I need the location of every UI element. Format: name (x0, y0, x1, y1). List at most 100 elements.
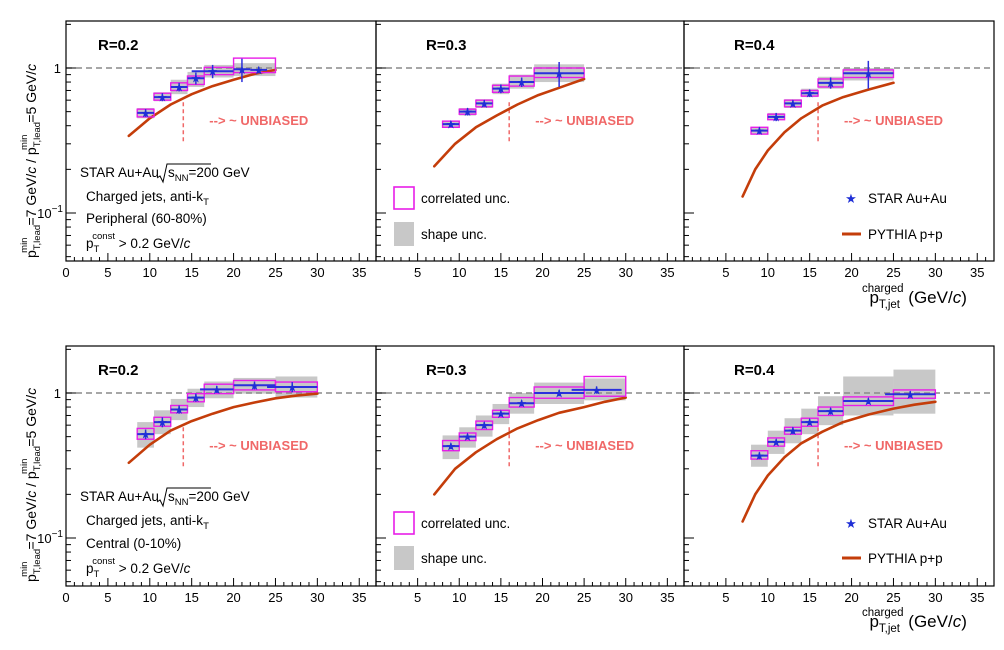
x-tick-label: 10 (761, 265, 775, 280)
panel-peripheral-2: ★ ★ ★ ★ ★ ★ 5 10 15 20 25 30 35 R=0.3 --> ~ UNBIASED (375, 20, 685, 280)
panel-central-2: ★ ★ ★ ★ ★ ★ ★ 5 10 15 20 25 30 35 R=0.3 --> ~ UNBIASED (375, 345, 685, 605)
unbiased-label: --> ~ UNBIASED (209, 438, 308, 453)
jet-radius-label: R=0.2 (98, 362, 138, 379)
plot-area: ★ ★ ★ ★ ★ ★ ★ (66, 57, 376, 144)
x-tick-label: 15 (802, 590, 816, 605)
y-tick-label: 10−1 (37, 204, 63, 221)
x-tick-label: 30 (310, 265, 324, 280)
legend-shape-swatch (394, 222, 414, 246)
panel-frame (375, 20, 685, 262)
x-axis-title: pT,jetcharged (GeV/c) (862, 607, 967, 635)
legend-star-marker: ★ (845, 191, 857, 206)
panel-peripheral-1: ★ ★ ★ ★ ★ ★ ★ 0 5 10 15 20 25 30 35 1 10−1 R=0.2 --> ~ UNB… (37, 20, 377, 280)
star-data-point: ★ (446, 118, 457, 132)
y-axis-title: pT,leadmin=7 GeV/c / pT,leadmin=5 GeV/c (19, 388, 43, 582)
star-data-point: ★ (249, 379, 260, 393)
jets-label: Charged jets, anti-kT (86, 513, 209, 532)
peripheral-annotation: STAR Au+Au sNN=200 GeV Charged jets, ant… (80, 163, 250, 255)
y-tick-label: 1 (54, 386, 61, 401)
star-data-point: ★ (140, 428, 151, 442)
x-tick-label: 10 (452, 265, 466, 280)
x-tick-label: 15 (494, 590, 508, 605)
constituent-cut-label: pTconst > 0.2 GeV/c (86, 231, 191, 255)
panel-frame (375, 345, 685, 587)
y-tick-label: 10−1 (37, 529, 63, 546)
panel-frame (683, 345, 995, 587)
star-data-point: ★ (479, 419, 490, 433)
sqrt-s-label: sNN=200 GeV (168, 489, 250, 508)
pythia-curve (741, 400, 937, 523)
correlated-uncertainty-box (583, 375, 627, 397)
star-data-point: ★ (754, 124, 765, 138)
star-data-point: ★ (825, 405, 836, 419)
legend-correlated-swatch (393, 511, 415, 535)
x-tick-label: 5 (722, 590, 729, 605)
x-tick-label: 10 (452, 590, 466, 605)
star-data-point: ★ (174, 80, 185, 94)
unbiased-label: --> ~ UNBIASED (209, 113, 308, 128)
x-tick-label: 15 (494, 265, 508, 280)
centrality-label: Central (0-10%) (86, 536, 181, 551)
x-tick-label: 5 (414, 590, 421, 605)
correlated-uncertainty-box (232, 57, 277, 74)
x-tick-label: 15 (802, 265, 816, 280)
x-tick-label: 0 (62, 590, 69, 605)
plot-area: ★ ★ ★ ★ ★ ★ (684, 60, 994, 198)
unbiased-label: --> ~ UNBIASED (535, 438, 634, 453)
x-tick-label: 5 (104, 265, 111, 280)
jet-radius-label: R=0.2 (98, 37, 138, 54)
star-data-point: ★ (190, 72, 201, 86)
x-tick-label: 5 (722, 265, 729, 280)
x-tick-label: 20 (226, 265, 240, 280)
star-data-point: ★ (754, 449, 765, 463)
panel-frame (683, 20, 995, 262)
panel-central-1: ★ ★ ★ ★ ★ ★ ★ 0 5 10 15 20 25 30 35 1 10−1 R=0.2 --> ~ UNB… (37, 345, 377, 605)
legend-shape-label: shape unc. (421, 227, 487, 242)
star-data-point: ★ (825, 76, 836, 90)
unbiased-label: --> ~ UNBIASED (535, 113, 634, 128)
x-tick-label: 35 (970, 265, 984, 280)
jet-radius-label: R=0.3 (426, 37, 466, 54)
x-tick-label: 25 (886, 265, 900, 280)
x-tick-label: 0 (62, 265, 69, 280)
star-data-point: ★ (554, 67, 565, 81)
plot-area: ★ ★ ★ ★ ★ ★ ★ (376, 375, 684, 496)
x-tick-label: 35 (352, 590, 366, 605)
star-data-point: ★ (157, 91, 168, 105)
star-data-point: ★ (462, 430, 473, 444)
shape-uncertainty-box (843, 376, 894, 416)
star-data-point: ★ (771, 435, 782, 449)
legend-correlated-label: correlated unc. (421, 191, 510, 206)
panel-central-3: ★ ★ ★ ★ ★ ★ ★ 5 10 15 20 25 30 35 R=0.4 --> ~ UNBIASED (683, 345, 995, 605)
constituent-cut-label: pTconst > 0.2 GeV/c (86, 556, 191, 580)
x-tick-label: 30 (928, 265, 942, 280)
star-data-point: ★ (804, 87, 815, 101)
star-system-label: STAR Au+Au (80, 165, 159, 180)
x-tick-label: 35 (660, 590, 674, 605)
legend-pythia-label: PYTHIA p+p (868, 551, 943, 566)
star-data-point: ★ (495, 82, 506, 96)
star-data-point: ★ (804, 416, 815, 430)
jet-radius-label: R=0.4 (734, 362, 775, 379)
legend-uncertainties-bottom: correlated unc. shape unc. (393, 511, 510, 570)
legend-star-label: STAR Au+Au (868, 191, 947, 206)
sqrt-symbol (156, 487, 211, 508)
x-tick-label: 20 (844, 590, 858, 605)
x-tick-label: 10 (143, 590, 157, 605)
x-tick-label: 5 (414, 265, 421, 280)
star-data-point: ★ (446, 440, 457, 454)
x-tick-label: 35 (970, 590, 984, 605)
star-data-point: ★ (771, 110, 782, 124)
x-tick-label: 10 (761, 590, 775, 605)
x-tick-label: 30 (618, 265, 632, 280)
x-tick-label: 20 (535, 265, 549, 280)
x-tick-label: 20 (844, 265, 858, 280)
jets-label: Charged jets, anti-kT (86, 189, 209, 208)
x-tick-label: 25 (268, 590, 282, 605)
x-tick-label: 15 (184, 265, 198, 280)
unbiased-label: --> ~ UNBIASED (844, 438, 943, 453)
star-data-point: ★ (190, 391, 201, 405)
star-data-point: ★ (788, 424, 799, 438)
star-data-point: ★ (554, 387, 565, 401)
